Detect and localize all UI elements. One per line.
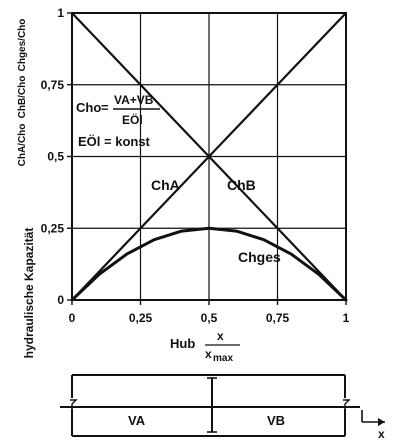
formula-annotation: Cho = VA+VB EÖl EÖl = konst — [76, 93, 160, 149]
y-axis-label: hydraulische Kapazität ChA/Cho ChB/Cho C… — [17, 19, 36, 359]
series-group — [70, 11, 348, 302]
y-tick-label: 0,5 — [47, 150, 64, 164]
x-direction-arrowhead — [378, 418, 385, 426]
formula-numerator: VA+VB — [114, 93, 154, 107]
y-tick-label: 0 — [57, 293, 64, 307]
left-stop-mark — [70, 399, 78, 410]
y-axis-label-terms-2: Chges/Cho — [17, 19, 28, 72]
y-tick-label: 0,25 — [41, 221, 65, 235]
y-tick-label: 0,75 — [41, 78, 65, 92]
x-tick-label: 0 — [69, 311, 76, 325]
formula-equals: = — [101, 100, 109, 115]
formula-lhs: Cho — [76, 100, 101, 115]
x-direction-label: x — [378, 427, 385, 441]
formula-constant: EÖl = konst — [78, 134, 151, 149]
series-label-cha: ChA — [151, 177, 180, 193]
chamber-b-label: VB — [267, 413, 285, 428]
x-axis-label-denominator: x — [205, 347, 212, 361]
x-axis-label-denominator-sub: max — [213, 353, 233, 364]
y-tick-labels: 0 0,25 0,5 0,75 1 — [41, 6, 65, 307]
y-axis-label-terms-0: ChA/Cho — [17, 124, 28, 167]
x-axis-label: Hub x x max — [170, 329, 240, 364]
x-tick-labels: 0 0,25 0,5 0,75 1 — [69, 311, 350, 325]
y-axis-label-prefix: hydraulische Kapazität — [22, 228, 36, 359]
right-stop-mark — [343, 399, 351, 410]
x-axis-label-numerator: x — [217, 329, 224, 343]
cylinder-schematic: VA VB x — [60, 374, 385, 441]
series-line-chb — [70, 11, 348, 302]
series-label-chges: Chges — [238, 249, 281, 265]
formula-denominator: EÖl — [122, 112, 143, 127]
x-tick-label: 1 — [343, 311, 350, 325]
x-tick-label: 0,75 — [266, 311, 290, 325]
y-tick-label: 1 — [57, 6, 64, 20]
chamber-a-label: VA — [128, 413, 146, 428]
x-tick-label: 0,5 — [201, 311, 218, 325]
x-axis-label-prefix: Hub — [170, 336, 195, 351]
series-label-chb: ChB — [227, 177, 256, 193]
x-tick-label: 0,25 — [129, 311, 153, 325]
y-axis-label-terms-1: ChB/Cho — [17, 76, 28, 119]
series-line-chges — [70, 226, 348, 302]
